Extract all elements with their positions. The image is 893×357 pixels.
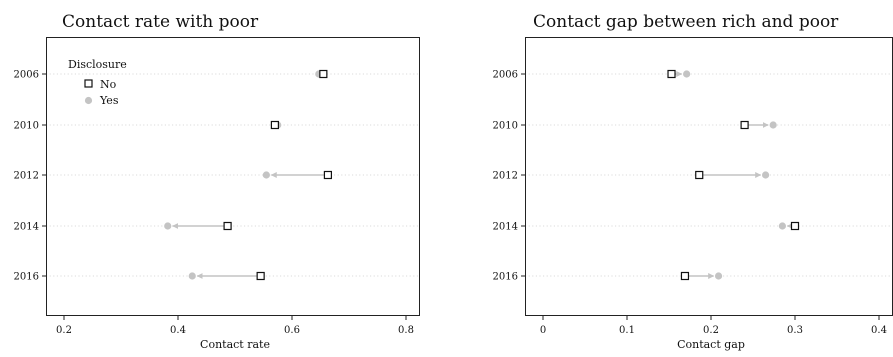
x-tick-label: 0.1: [619, 325, 635, 336]
y-tick-label: 2014: [493, 222, 518, 233]
y-tick-label: 2016: [493, 272, 518, 283]
point-no: [256, 271, 265, 281]
x-tick-label: 0.6: [284, 325, 300, 336]
y-tick-label: 2012: [14, 171, 39, 182]
point-yes: [164, 222, 172, 230]
legend-marker-no: [84, 79, 93, 88]
point-yes: [683, 70, 691, 78]
legend-title: Disclosure: [68, 58, 127, 71]
plot-frame: [525, 37, 893, 316]
legend-label-no: No: [100, 78, 117, 91]
point-no: [319, 69, 328, 79]
y-tick-label: 2006: [14, 70, 39, 81]
y-tick-label: 2010: [14, 121, 39, 132]
legend: Disclosure No Yes: [68, 58, 127, 107]
x-tick-label: 0.2: [56, 325, 72, 336]
point-no: [695, 170, 704, 180]
plot-frame: [46, 37, 420, 316]
x-axis-label: Contact gap: [677, 338, 745, 351]
legend-label-yes: Yes: [99, 94, 119, 107]
point-yes: [769, 121, 777, 129]
y-tick-label: 2016: [14, 272, 39, 283]
x-tick-label: 0.8: [398, 325, 414, 336]
point-no: [790, 221, 800, 231]
panel-1: Contact rate with poor 2006 2010 2012 2014 20…: [14, 12, 420, 351]
point-no: [270, 120, 279, 130]
point-yes: [262, 171, 270, 179]
y-tick-label: 2006: [493, 70, 518, 81]
x-tick-label: 0.3: [787, 325, 803, 336]
point-no: [740, 120, 749, 130]
x-tick-label: 0.2: [703, 325, 719, 336]
point-yes: [762, 171, 770, 179]
point-no: [680, 271, 690, 281]
y-tick-label: 2010: [493, 121, 518, 132]
panel-title: Contact rate with poor: [62, 12, 259, 32]
y-tick-label: 2014: [14, 222, 39, 233]
x-axis-label: Contact rate: [200, 338, 270, 351]
point-no: [667, 69, 676, 79]
point-no: [323, 170, 333, 180]
point-yes: [188, 272, 196, 280]
x-tick-label: 0.4: [170, 325, 186, 336]
point-yes: [714, 272, 723, 280]
legend-marker-yes: [84, 96, 93, 105]
point-yes: [778, 222, 787, 230]
y-tick-label: 2012: [493, 171, 518, 182]
x-tick-label: 0: [540, 325, 546, 336]
panel-title: Contact gap between rich and poor: [533, 12, 839, 32]
panel-2: Contact gap between rich and poor 2006 201…: [493, 12, 893, 351]
point-no: [223, 221, 232, 231]
x-tick-label: 0.4: [871, 325, 887, 336]
